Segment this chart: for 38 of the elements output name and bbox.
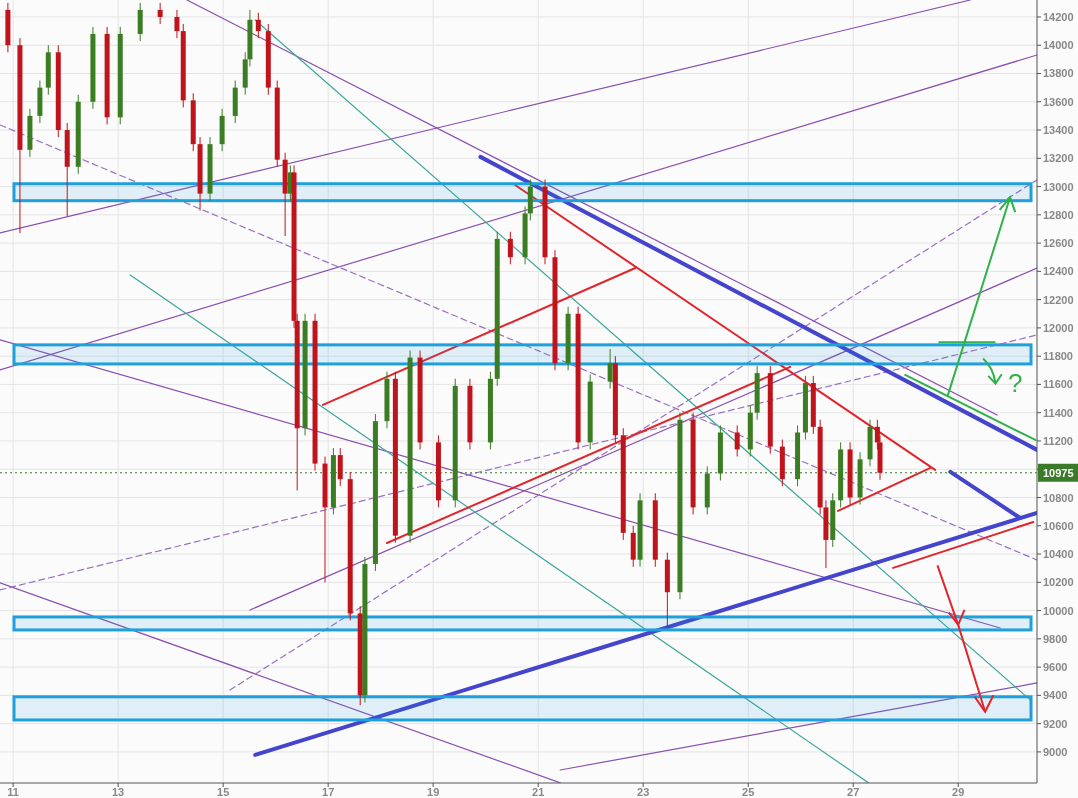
y-tick-label: 11200 <box>1043 434 1073 447</box>
y-tick-label: 10200 <box>1043 576 1074 589</box>
y-tick-label: 13200 <box>1043 152 1074 165</box>
y-tick-label: 11600 <box>1043 378 1073 391</box>
x-tick-label: 21 <box>532 786 545 798</box>
y-tick-label: 12200 <box>1043 293 1074 306</box>
y-tick-label: 12800 <box>1043 208 1074 221</box>
y-tick-label: 13800 <box>1043 67 1074 80</box>
y-tick-label: 12400 <box>1043 265 1074 278</box>
x-tick-label: 25 <box>742 786 755 798</box>
x-tick-label: 15 <box>217 786 230 798</box>
x-tick-label: 27 <box>847 786 860 798</box>
y-tick-label: 11400 <box>1043 406 1073 419</box>
y-tick-label: 9200 <box>1043 717 1068 730</box>
y-tick-label: 12000 <box>1043 321 1074 334</box>
x-tick-label: 17 <box>322 786 335 798</box>
y-tick-label: 13000 <box>1043 180 1074 193</box>
x-tick-label: 29 <box>952 786 965 798</box>
y-tick-label: 9600 <box>1043 661 1068 674</box>
x-tick-label: 23 <box>637 786 650 798</box>
ref-line-label: 10975 <box>1043 466 1074 479</box>
y-tick-label: 10400 <box>1043 548 1074 561</box>
y-tick-label: 10800 <box>1043 491 1074 504</box>
y-tick-label: 14000 <box>1043 39 1074 52</box>
x-tick-label: 19 <box>427 786 440 798</box>
y-tick-label: 10600 <box>1043 519 1074 532</box>
y-tick-label: 11800 <box>1043 350 1073 363</box>
x-tick-label: 13 <box>112 786 125 798</box>
y-tick-label: 9800 <box>1043 632 1068 645</box>
y-tick-label: 13400 <box>1043 124 1074 137</box>
y-tick-label: 12600 <box>1043 237 1074 250</box>
y-tick-label: 9000 <box>1043 745 1068 758</box>
annotation: ? <box>1007 367 1023 398</box>
x-tick-label: 11 <box>7 786 19 798</box>
y-tick-label: 9400 <box>1043 689 1068 702</box>
y-tick-label: 13600 <box>1043 95 1074 108</box>
y-tick-label: 10000 <box>1043 604 1074 617</box>
y-tick-label: 14200 <box>1043 10 1074 23</box>
